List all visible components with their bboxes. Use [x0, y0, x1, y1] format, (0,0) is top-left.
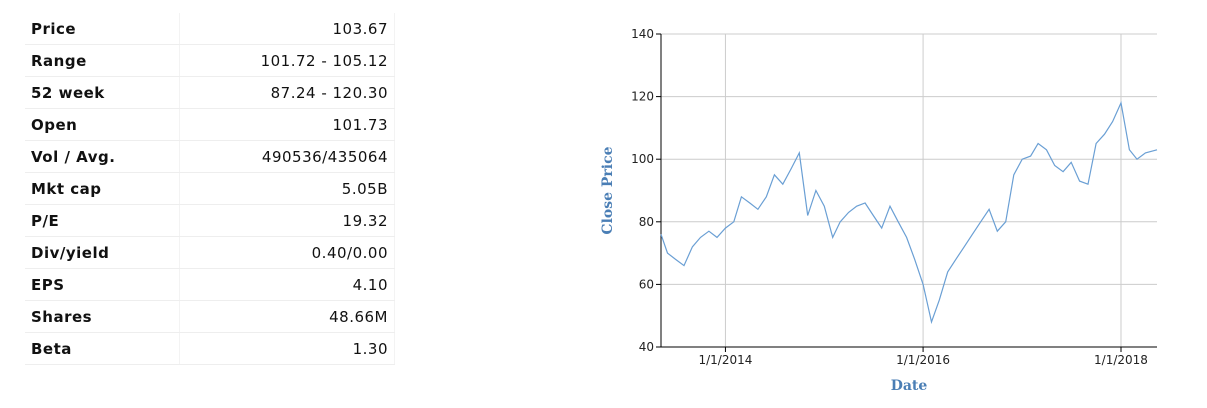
quote-row: Mkt cap 5.05B — [25, 172, 395, 205]
quote-row: Beta 1.30 — [25, 332, 395, 365]
x-tick-label: 1/1/2016 — [896, 353, 950, 367]
quote-row: Shares 48.66M — [25, 300, 395, 333]
field-label: P/E — [25, 204, 180, 237]
y-tick-label: 120 — [631, 90, 654, 104]
field-label: Mkt cap — [25, 172, 180, 205]
field-value: 4.10 — [179, 268, 395, 301]
field-value: 5.05B — [179, 172, 395, 205]
quote-row: Price 103.67 — [25, 13, 395, 45]
quote-table: Price 103.67 Range 101.72 - 105.12 52 week 87… — [25, 13, 395, 365]
price-line — [660, 100, 1158, 325]
x-axis-title: Date — [891, 378, 928, 394]
y-axis-title: Close Price — [600, 146, 616, 234]
quote-row: Open 101.73 — [25, 108, 395, 141]
field-value: 103.67 — [179, 13, 395, 45]
field-value: 48.66M — [179, 300, 395, 333]
field-value: 0.40/0.00 — [179, 236, 395, 269]
quote-row: Div/yield 0.40/0.00 — [25, 236, 395, 269]
field-label: Div/yield — [25, 236, 180, 269]
chart: 40 60 80 100 120 140 1/1/2014 1/1/2016 1/1/2018 D… — [600, 27, 1158, 394]
quote-row: P/E 19.32 — [25, 204, 395, 237]
y-tick-label: 140 — [631, 27, 654, 41]
quote-row: Range 101.72 - 105.12 — [25, 44, 395, 77]
field-label: Vol / Avg. — [25, 140, 180, 173]
field-value: 1.30 — [179, 332, 395, 365]
field-value: 101.72 - 105.12 — [179, 44, 395, 77]
quote-row: Vol / Avg. 490536/435064 — [25, 140, 395, 173]
field-label: Beta — [25, 332, 180, 365]
field-label: 52 week — [25, 76, 180, 109]
field-value: 101.73 — [179, 108, 395, 141]
quote-row: 52 week 87.24 - 120.30 — [25, 76, 395, 109]
field-value: 19.32 — [179, 204, 395, 237]
y-tick-label: 80 — [639, 215, 654, 229]
y-tick-label: 40 — [639, 340, 654, 354]
quote-row: EPS 4.10 — [25, 268, 395, 301]
y-tick-label: 100 — [631, 152, 654, 166]
field-value: 87.24 - 120.30 — [179, 76, 395, 109]
x-tick-label: 1/1/2018 — [1094, 353, 1148, 367]
x-tick-label: 1/1/2014 — [698, 353, 752, 367]
field-value: 490536/435064 — [179, 140, 395, 173]
field-label: Range — [25, 44, 180, 77]
field-label: EPS — [25, 268, 180, 301]
y-tick-label: 60 — [639, 277, 654, 291]
field-label: Price — [25, 13, 180, 45]
field-label: Shares — [25, 300, 180, 333]
field-label: Open — [25, 108, 180, 141]
